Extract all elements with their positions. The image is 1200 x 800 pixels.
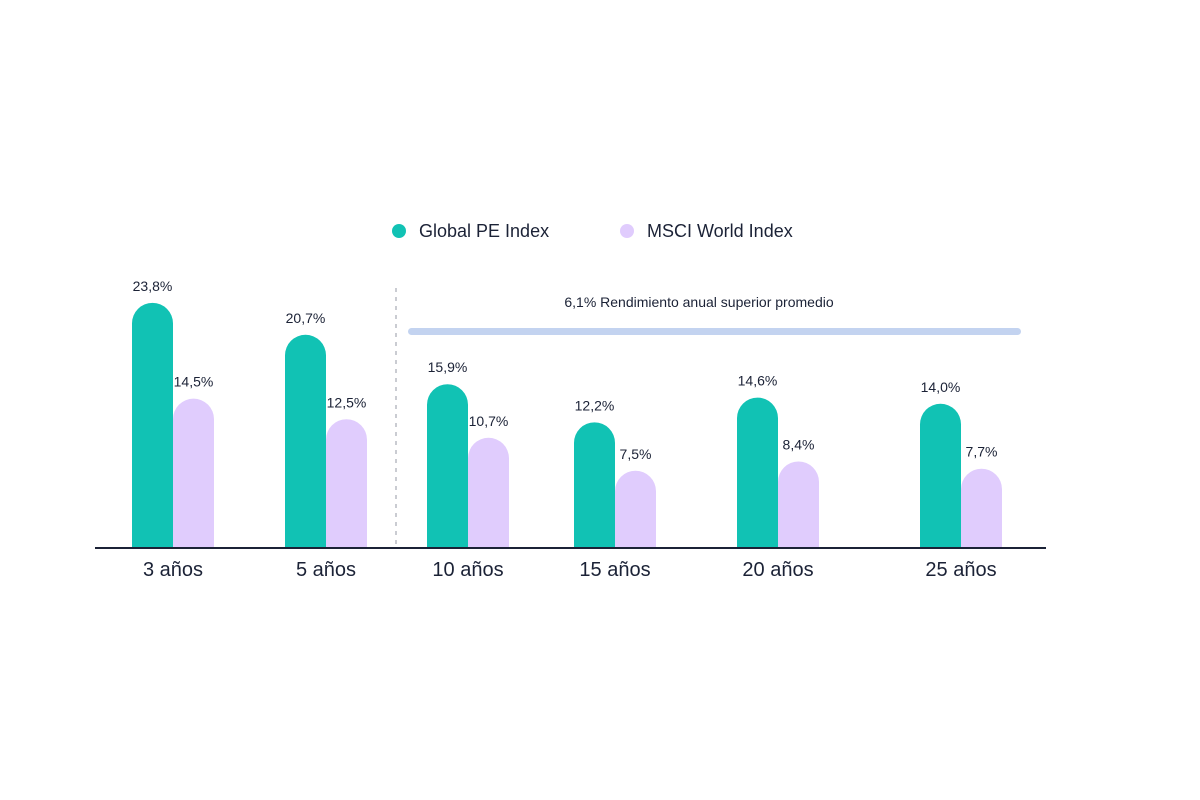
- value-label-global-pe-3: 12,2%: [575, 397, 615, 413]
- annotation: 6,1% Rendimiento anual superior promedio: [408, 294, 1021, 335]
- bar-global-pe-5: [920, 403, 961, 548]
- category-label-3: 15 años: [579, 559, 650, 581]
- bar-global-pe-2: [426, 384, 468, 548]
- annotation-text: 6,1% Rendimiento anual superior promedio: [564, 294, 833, 310]
- value-label-global-pe-0: 23,8%: [133, 278, 173, 294]
- bar-msci-world-5: [961, 468, 1002, 548]
- legend-global-pe-marker: [392, 224, 406, 238]
- annotation-bar: [408, 328, 1021, 335]
- bar-global-pe-3: [574, 422, 615, 548]
- bar-msci-world-0: [173, 398, 214, 548]
- value-labels: 23,8% 14,5% 20,7% 12,5% 15,9% 10,7% 12,2% 7,5% 1…: [133, 278, 998, 462]
- bar-msci-world-4: [778, 461, 819, 548]
- value-label-global-pe-5: 14,0%: [921, 379, 961, 395]
- value-label-msci-world-0: 14,5%: [174, 374, 214, 390]
- legend-msci-world-marker: [620, 224, 634, 238]
- legend: Global PE Index MSCI World Index: [392, 221, 793, 241]
- category-label-5: 25 años: [925, 559, 996, 581]
- bars: [132, 302, 1002, 548]
- legend-msci-world-label: MSCI World Index: [647, 221, 793, 241]
- value-label-msci-world-1: 12,5%: [327, 394, 367, 410]
- value-label-global-pe-4: 14,6%: [738, 373, 778, 389]
- bar-msci-world-3: [615, 470, 656, 548]
- value-label-msci-world-5: 7,7%: [966, 444, 998, 460]
- category-label-0: 3 años: [143, 559, 203, 581]
- legend-global-pe-label: Global PE Index: [419, 221, 549, 241]
- bar-global-pe-1: [285, 334, 326, 548]
- bar-global-pe-0: [132, 302, 173, 548]
- value-label-msci-world-2: 10,7%: [469, 413, 509, 429]
- value-label-msci-world-4: 8,4%: [783, 436, 815, 452]
- bar-msci-world-2: [468, 437, 509, 548]
- bar-msci-world-1: [326, 419, 367, 548]
- value-label-global-pe-2: 15,9%: [428, 359, 468, 375]
- category-label-2: 10 años: [432, 559, 503, 581]
- category-labels: 3 años 5 años 10 años 15 años 20 años 25 años: [143, 559, 997, 581]
- value-label-msci-world-3: 7,5%: [620, 446, 652, 462]
- category-label-4: 20 años: [742, 559, 813, 581]
- bar-global-pe-4: [737, 397, 778, 548]
- value-label-global-pe-1: 20,7%: [286, 310, 326, 326]
- category-label-1: 5 años: [296, 559, 356, 581]
